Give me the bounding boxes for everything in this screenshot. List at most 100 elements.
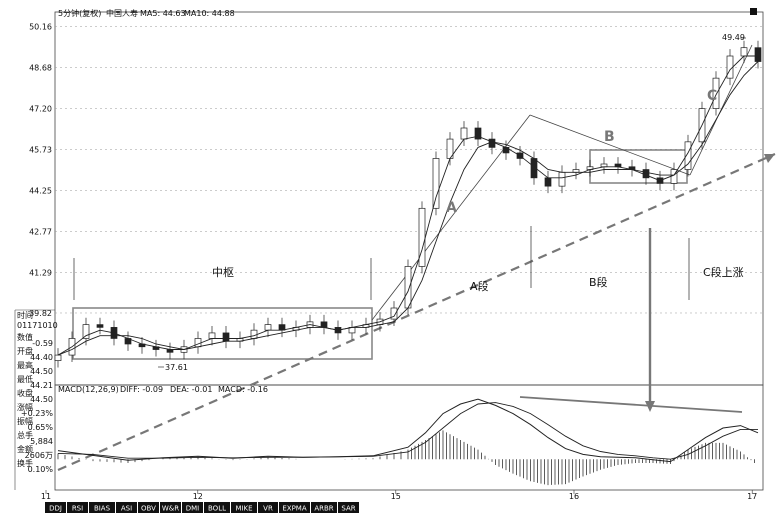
tab-asi[interactable] xyxy=(116,502,137,513)
y-tick-label: 44.25 xyxy=(29,186,52,195)
side-row-value: -0.59 xyxy=(32,339,53,348)
tab-rsi[interactable] xyxy=(67,502,88,513)
side-row-label: 金额 xyxy=(17,444,33,454)
price-panel-frame xyxy=(54,11,764,386)
side-row-label: 换手 xyxy=(17,458,33,468)
candle-body xyxy=(264,324,272,331)
tab-vr[interactable] xyxy=(258,502,278,513)
macd-dea-line xyxy=(57,402,758,460)
candle-body xyxy=(208,332,216,339)
indicator-tab-bar: DDJ RSI BIAS ASI OBV W&R DMI BOLL MIKE VR EXPMA ARB… xyxy=(15,502,359,513)
macd-histogram xyxy=(57,430,755,486)
tab-sar[interactable] xyxy=(338,502,359,513)
candle-body xyxy=(740,47,748,57)
side-row-value: 44.40 xyxy=(30,353,53,362)
tab-label: RSI xyxy=(72,505,83,513)
side-row-value: 2606万 xyxy=(25,451,53,460)
b-label: B xyxy=(604,129,615,145)
side-title: 时间 xyxy=(17,310,33,320)
candle-body xyxy=(222,332,230,342)
header-name: 中国人寿 xyxy=(106,8,138,18)
side-row-label: 开盘 xyxy=(17,346,33,356)
candlesticks xyxy=(54,40,762,368)
side-row-value: 44.50 xyxy=(30,367,53,376)
x-tick-label: 12 xyxy=(193,492,203,501)
side-row-value: 44.50 xyxy=(30,395,53,404)
side-row-label: 总手 xyxy=(17,430,33,440)
candle-body xyxy=(642,169,650,179)
tab-label: DMI xyxy=(186,505,200,513)
side-row-label: 收盘 xyxy=(17,388,33,398)
side-row-value: 5,884 xyxy=(30,437,53,446)
tab-label: DDJ xyxy=(49,505,62,513)
high-price-mark: 49.49 xyxy=(722,33,745,42)
a-label: A xyxy=(446,200,457,216)
tab-ddj[interactable] xyxy=(45,502,66,513)
side-row-value: 44.21 xyxy=(30,381,53,390)
macd-divergence-line xyxy=(519,396,743,413)
b-segment-label: B段 xyxy=(589,275,608,289)
trendline-arrowhead xyxy=(764,154,775,163)
tab-obv[interactable] xyxy=(138,502,159,513)
zhongshu-label: 中枢 xyxy=(212,265,234,279)
side-row-label: 最低 xyxy=(17,374,33,384)
support-trendline xyxy=(57,152,776,472)
x-axis-ticks: 11 12 15 16 17 xyxy=(41,490,757,501)
candle-body xyxy=(82,324,90,339)
candle-body xyxy=(432,158,440,209)
candle-body xyxy=(754,47,762,62)
tab-label: MIKE xyxy=(235,505,252,513)
candle-body xyxy=(54,354,62,361)
y-tick-label: 42.77 xyxy=(29,227,52,236)
tab-dmi[interactable] xyxy=(182,502,203,513)
candle-body xyxy=(474,127,482,140)
side-id: 01171010 xyxy=(17,321,58,330)
price-lines xyxy=(57,55,759,356)
tab-arbr[interactable] xyxy=(311,502,337,513)
candle-body xyxy=(390,307,398,320)
y-tick-label: 50.16 xyxy=(29,23,52,32)
y-tick-label: 47.20 xyxy=(29,105,52,114)
candle-body xyxy=(418,207,426,267)
macd-diff-value: DIFF: -0.09 xyxy=(120,385,163,394)
side-info-rows: 数值-0.59开盘44.40最高44.50最低44.21收盘44.50涨幅+0.… xyxy=(17,332,53,474)
tab-label: BIAS xyxy=(94,505,111,513)
candle-body xyxy=(726,55,734,79)
c-label: C xyxy=(707,88,717,104)
x-tick-label: 11 xyxy=(41,492,51,501)
corner-marker[interactable] xyxy=(750,8,757,15)
low-price-mark: 37.61 xyxy=(165,363,188,372)
candle-body xyxy=(558,171,566,187)
candle-body xyxy=(166,349,174,353)
candle-body xyxy=(460,127,468,140)
tab-boll[interactable] xyxy=(204,502,230,513)
tab-label: ARBR xyxy=(314,505,333,513)
side-row-label: 振幅 xyxy=(17,416,33,426)
candle-body xyxy=(684,141,692,170)
x-tick-label: 16 xyxy=(569,492,579,501)
tab-expma[interactable] xyxy=(279,502,310,513)
header-ma5: MA5: 44.63 xyxy=(140,9,186,18)
y-tick-label: 39.82 xyxy=(29,309,52,318)
macd-lines xyxy=(57,398,759,463)
macd-panel-frame xyxy=(54,384,764,491)
side-row-value: 0.10% xyxy=(28,465,54,474)
zhongshu-box xyxy=(72,307,373,360)
y-tick-label: 45.73 xyxy=(29,145,52,154)
c-segment-label: C段上涨 xyxy=(703,265,744,279)
tab-bias[interactable] xyxy=(89,502,115,513)
macd-label: MACD(12,26,9) xyxy=(58,385,119,394)
tab-wr[interactable] xyxy=(160,502,181,513)
side-row-label: 数值 xyxy=(17,332,33,342)
header-ma10: MA10: 44.88 xyxy=(184,9,235,18)
tab-mike[interactable] xyxy=(231,502,257,513)
tab-label: EXPMA xyxy=(282,505,306,513)
candle-body xyxy=(404,266,412,309)
tab-label: SAR xyxy=(341,505,355,513)
tab-label: VR xyxy=(263,505,273,513)
macd-hist-value: MACD: -0.16 xyxy=(218,385,268,394)
tab-label: OBV xyxy=(141,505,156,513)
tab-label: W&R xyxy=(162,505,179,513)
